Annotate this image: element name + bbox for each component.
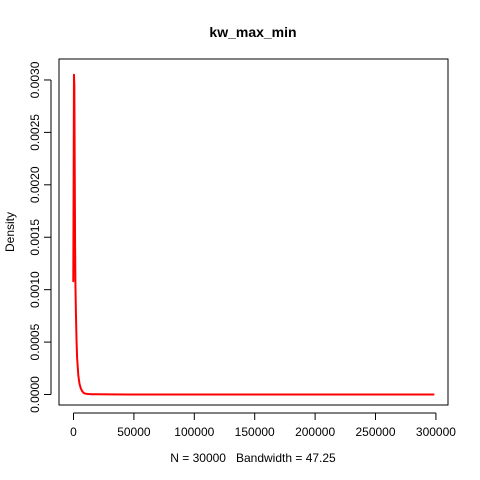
chart-title: kw_max_min — [209, 24, 296, 40]
y-tick-label: 0.0030 — [28, 61, 42, 98]
x-tick-label: 50000 — [117, 425, 151, 439]
x-tick-label: 250000 — [355, 425, 395, 439]
x-tick-label: 0 — [70, 425, 77, 439]
x-axis-label: N = 30000 Bandwidth = 47.25 — [170, 451, 336, 465]
y-tick-label: 0.0025 — [28, 114, 42, 151]
y-tick-label: 0.0020 — [28, 166, 42, 203]
plot-frame — [58, 58, 449, 406]
y-axis-label: Density — [3, 212, 17, 252]
y-tick-label: 0.0015 — [28, 219, 42, 256]
x-tick-label: 100000 — [174, 425, 214, 439]
y-tick-label: 0.0000 — [28, 376, 42, 413]
y-tick-label: 0.0005 — [28, 323, 42, 360]
x-axis: 0 50000 100000 150000 200000 250000 300000 — [70, 412, 456, 439]
density-line — [72, 73, 435, 396]
x-tick-label: 200000 — [295, 425, 335, 439]
series-layer — [72, 73, 435, 396]
y-tick-label: 0.0010 — [28, 271, 42, 308]
y-axis: 0.0000 0.0005 0.0010 0.0015 0.0020 0.0025 0.00… — [28, 61, 52, 413]
x-tick-label: 300000 — [416, 425, 456, 439]
x-tick-label: 150000 — [235, 425, 275, 439]
